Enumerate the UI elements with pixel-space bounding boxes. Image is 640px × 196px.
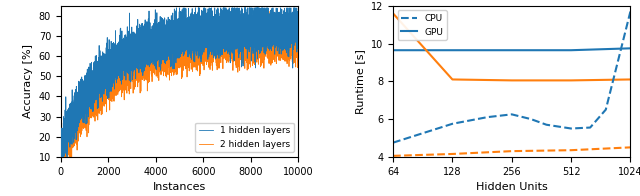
1 hidden layers — [173, 43, 180, 46]
Y-axis label: Runtime [s]: Runtime [s] — [355, 49, 365, 114]
2 hidden layers — [294, 52, 302, 54]
X-axis label: Hidden Units: Hidden Units — [476, 182, 548, 192]
2 hidden layers — [282, 29, 289, 32]
1 hidden layers — [104, 65, 111, 67]
2 hidden layers — [67, 126, 74, 128]
2 hidden layers — [57, 156, 65, 158]
Line: 2 hidden layers: 2 hidden layers — [61, 11, 298, 157]
2 hidden layers — [58, 149, 66, 152]
2 hidden layers — [71, 128, 79, 130]
1 hidden layers — [282, 12, 289, 14]
2 hidden layers — [173, 41, 180, 43]
1 hidden layers — [67, 130, 74, 133]
1 hidden layers — [58, 156, 65, 158]
1 hidden layers — [57, 142, 65, 145]
Line: 1 hidden layers: 1 hidden layers — [61, 8, 298, 157]
Legend: CPU, GPU: CPU, GPU — [397, 10, 447, 40]
Legend: 1 hidden layers, 2 hidden layers: 1 hidden layers, 2 hidden layers — [195, 122, 294, 152]
2 hidden layers — [57, 140, 65, 143]
2 hidden layers — [104, 74, 111, 76]
1 hidden layers — [294, 21, 302, 23]
Y-axis label: Accuracy [%]: Accuracy [%] — [23, 44, 33, 118]
X-axis label: Instances: Instances — [153, 182, 206, 192]
2 hidden layers — [265, 10, 273, 13]
1 hidden layers — [173, 7, 180, 9]
1 hidden layers — [71, 110, 79, 112]
1 hidden layers — [58, 149, 66, 152]
